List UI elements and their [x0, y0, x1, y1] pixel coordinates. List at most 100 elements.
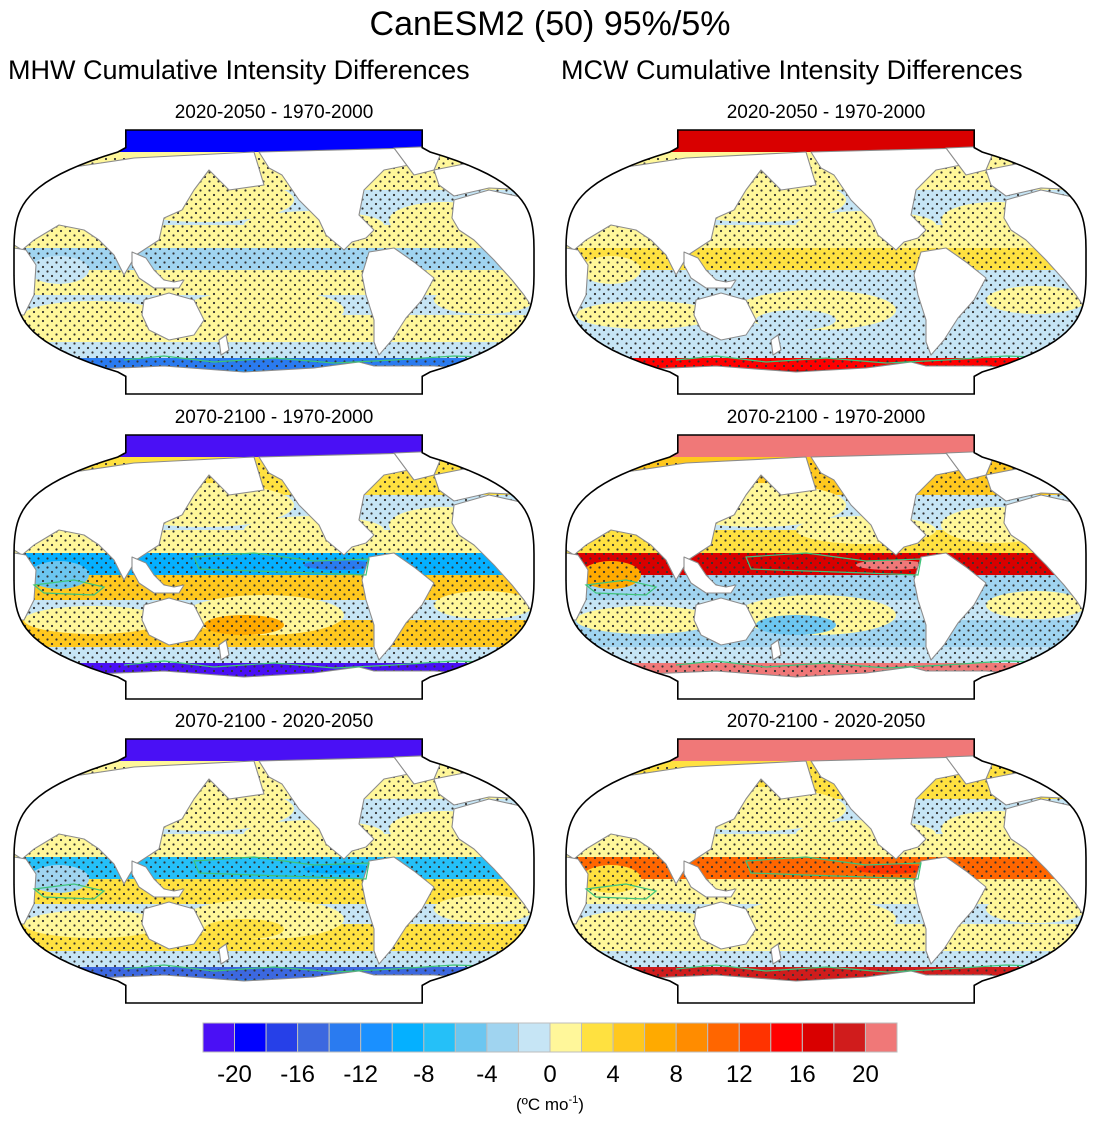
land-north-america — [810, 147, 967, 251]
colorbar-box — [675, 1022, 709, 1053]
ocean-band — [14, 739, 534, 761]
colorbar-tick-label: -4 — [476, 1061, 497, 1088]
map-panel-mhw-3 — [13, 738, 535, 1004]
map-outline — [13, 129, 535, 395]
land-eurasia — [14, 456, 265, 581]
significance-contour — [123, 355, 515, 364]
significance-contour — [123, 660, 515, 669]
colorbar-tick-label: -20 — [217, 1061, 252, 1088]
land-africa-w — [566, 552, 589, 621]
land-nz — [218, 639, 230, 661]
map-panel-mhw-2 — [13, 434, 535, 700]
significance-contour — [193, 856, 370, 880]
land-seasia — [131, 860, 185, 898]
colorbar-box — [328, 1022, 362, 1053]
land-south-america — [361, 552, 435, 661]
land-north-america — [258, 147, 415, 251]
ocean-band — [566, 739, 1086, 761]
ocean-band — [566, 130, 1086, 152]
land-nz — [770, 943, 782, 965]
land-eurasia — [566, 760, 817, 885]
figure-title: CanESM2 (50) 95%/5% — [369, 5, 731, 43]
colorbar-tick-label: -16 — [280, 1061, 315, 1088]
ocean-band — [566, 435, 1086, 457]
map-panel-mcw-1 — [565, 129, 1087, 395]
significance-contour — [745, 552, 922, 576]
significance-contour — [584, 883, 658, 900]
colorbar-box — [454, 1022, 488, 1053]
land-seasia — [131, 251, 185, 289]
land-antarctica — [14, 666, 534, 699]
land-africa-w — [14, 552, 37, 621]
colorbar-box — [707, 1022, 740, 1053]
colorbar-box — [644, 1022, 677, 1053]
column-title-mcw: MCW Cumulative Intensity Differences — [561, 55, 1023, 85]
colorbar-box — [202, 1022, 235, 1053]
panel-title: 2020-2050 - 1970-2000 — [174, 102, 374, 123]
land-australia — [693, 901, 757, 950]
ocean-band — [14, 130, 534, 152]
significance-contour — [675, 660, 1067, 669]
colorbar-box — [234, 1022, 267, 1053]
map-outline — [565, 738, 1087, 1004]
land-eurasia — [566, 456, 817, 581]
column-title-mhw: MHW Cumulative Intensity Differences — [8, 55, 470, 85]
significance-contour — [675, 355, 1067, 364]
land-australia — [693, 292, 757, 341]
land-australia — [141, 901, 205, 950]
significance-contour — [745, 856, 922, 880]
ocean-band — [14, 435, 534, 457]
land-antarctica — [14, 970, 534, 1003]
panel-title: 2070-2100 - 2020-2050 — [174, 711, 374, 732]
colorbar-box — [518, 1022, 551, 1053]
land-eurasia — [566, 151, 817, 276]
land-antarctica — [14, 361, 534, 394]
colorbar-box — [486, 1022, 519, 1053]
significance-contour — [32, 579, 106, 596]
land-north-america — [258, 452, 415, 556]
map-outline — [13, 434, 535, 700]
land-south-america — [913, 247, 987, 356]
colorbar-tick-label: 0 — [543, 1061, 556, 1088]
colorbar-box — [265, 1022, 299, 1053]
panel-title: 2020-2050 - 1970-2000 — [726, 102, 926, 123]
land-antarctica — [566, 361, 1086, 394]
land-eurasia — [14, 760, 265, 885]
panel-title: 2070-2100 - 1970-2000 — [174, 407, 374, 428]
map-panel-mcw-3 — [565, 738, 1087, 1004]
colorbar-box — [865, 1022, 898, 1053]
significance-contour — [123, 964, 515, 973]
land-nz — [770, 334, 782, 356]
colorbar-box — [391, 1022, 425, 1053]
colorbar-box — [612, 1022, 646, 1053]
land-seasia — [683, 251, 737, 289]
land-south-america — [913, 856, 987, 965]
land-africa-w — [566, 247, 589, 316]
land-africa-w — [566, 856, 589, 925]
colorbar-tick-label: 4 — [606, 1061, 619, 1088]
significance-contour — [32, 883, 106, 900]
map-outline — [565, 129, 1087, 395]
land-eurasia — [14, 151, 265, 276]
panel-title: 2070-2100 - 2020-2050 — [726, 711, 926, 732]
map-outline — [565, 434, 1087, 700]
colorbar-tick-label: 20 — [852, 1061, 879, 1088]
land-australia — [141, 292, 205, 341]
colorbar-units-label: (ºC mo-1) — [516, 1094, 584, 1114]
panel-title: 2070-2100 - 1970-2000 — [726, 407, 926, 428]
land-nz — [218, 334, 230, 356]
map-outline — [13, 738, 535, 1004]
colorbar-box — [738, 1022, 772, 1053]
colorbar-tick-label: 16 — [789, 1061, 816, 1088]
significance-contour — [584, 579, 658, 596]
colorbar-box — [549, 1022, 582, 1053]
land-seasia — [131, 556, 185, 594]
map-panel-mcw-2 — [565, 434, 1087, 700]
colorbar-tick-label: -8 — [413, 1061, 434, 1088]
colorbar-tick-label: 12 — [726, 1061, 753, 1088]
land-nz — [770, 639, 782, 661]
colorbar-box — [770, 1022, 803, 1053]
land-africa-w — [14, 247, 37, 316]
colorbar-tick-label: -12 — [343, 1061, 378, 1088]
